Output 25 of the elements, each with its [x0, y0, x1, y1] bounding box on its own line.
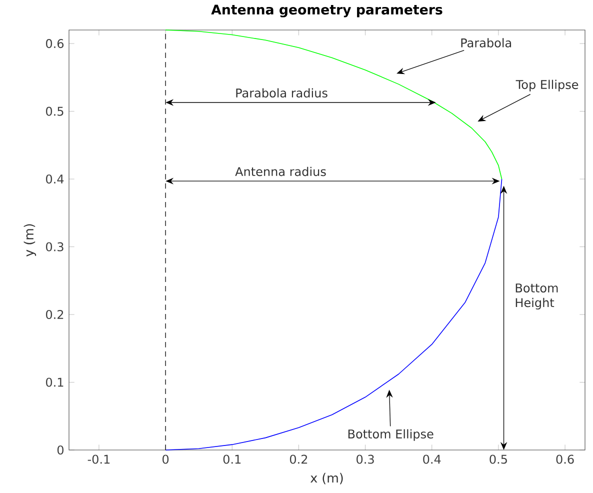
x-tick-label: 0.1 [223, 454, 241, 464]
annotation: Parabola [461, 38, 512, 48]
y-tick-label: 0.5 [46, 106, 64, 116]
x-tick-label: 0.3 [356, 454, 374, 464]
annotation: Bottom Height [516, 284, 558, 310]
annotation: Bottom Ellipse [348, 429, 434, 441]
x-tick-label: 0.4 [423, 454, 441, 464]
y-tick-label: 0.2 [46, 310, 64, 320]
x-tick-label: 0.5 [490, 454, 507, 464]
y-tick-label: 0.3 [46, 242, 64, 252]
annotation: Top Ellipse [516, 80, 578, 92]
x-tick-label: 0 [162, 454, 169, 464]
x-tick-label: 0.2 [290, 454, 308, 464]
x-tick-label: -0.1 [88, 454, 110, 464]
y-axis-title: y (m) [24, 224, 36, 256]
y-tick-label: 0.4 [46, 174, 64, 184]
chart-title: Antenna geometry parameters [211, 4, 442, 18]
x-tick-label: 0.6 [556, 454, 574, 464]
y-tick-label: 0.6 [46, 39, 64, 48]
annotation: Parabola radius [236, 88, 328, 98]
line-series [165, 178, 502, 450]
y-tick-label: 0 [57, 445, 64, 455]
y-tick-label: 0.1 [46, 378, 64, 387]
annotation: Antenna radius [235, 166, 326, 176]
x-axis-title: x (m) [310, 472, 343, 484]
